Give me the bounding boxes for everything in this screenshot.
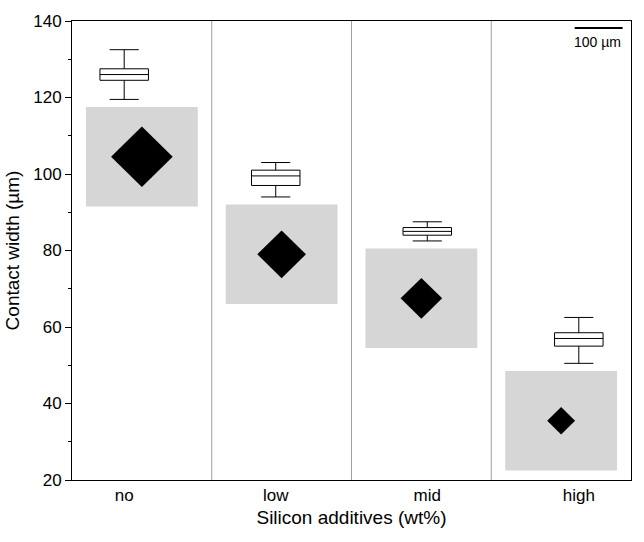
- svg-text:high: high: [563, 486, 595, 505]
- svg-text:100 µm: 100 µm: [574, 34, 621, 50]
- svg-text:Contact width (µm): Contact width (µm): [2, 171, 23, 331]
- svg-text:60: 60: [43, 318, 62, 337]
- svg-text:40: 40: [43, 394, 62, 413]
- svg-text:Silicon additives (wt%): Silicon additives (wt%): [256, 507, 446, 528]
- svg-text:low: low: [263, 486, 289, 505]
- svg-text:80: 80: [43, 241, 62, 260]
- svg-text:20: 20: [43, 471, 62, 490]
- svg-text:100: 100: [33, 165, 61, 184]
- svg-text:120: 120: [33, 88, 61, 107]
- svg-text:no: no: [115, 486, 134, 505]
- svg-text:mid: mid: [414, 486, 441, 505]
- svg-text:140: 140: [33, 12, 61, 31]
